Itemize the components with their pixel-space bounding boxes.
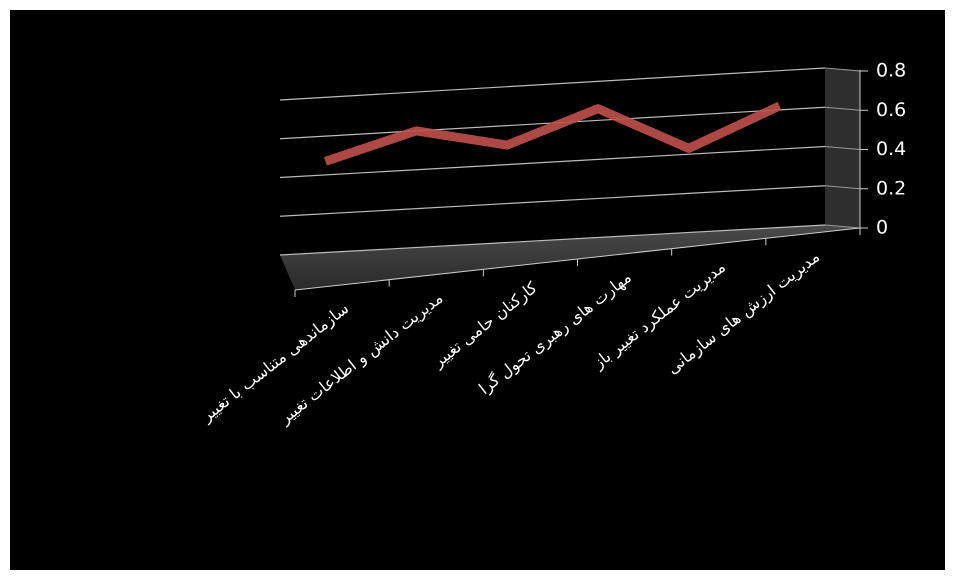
- side-grid-line: [824, 106, 861, 111]
- grid-line: [279, 224, 826, 256]
- grid-line: [279, 185, 826, 217]
- y-tick-label: 0.8: [876, 60, 906, 82]
- y-tick-label: 0.6: [876, 99, 906, 121]
- floor: [280, 225, 860, 290]
- grid-line: [279, 67, 826, 101]
- side-grid-line: [824, 224, 861, 229]
- y-tick-label: 0.2: [876, 177, 906, 199]
- side-grid-line: [824, 67, 861, 72]
- side-grid-line: [824, 146, 861, 150]
- background: [10, 10, 945, 570]
- grid-line: [279, 145, 826, 179]
- side-grid-line: [824, 185, 861, 190]
- line-series: [323, 101, 782, 166]
- y-tick-label: 0: [876, 217, 888, 239]
- y-tick-label: 0.4: [876, 138, 906, 160]
